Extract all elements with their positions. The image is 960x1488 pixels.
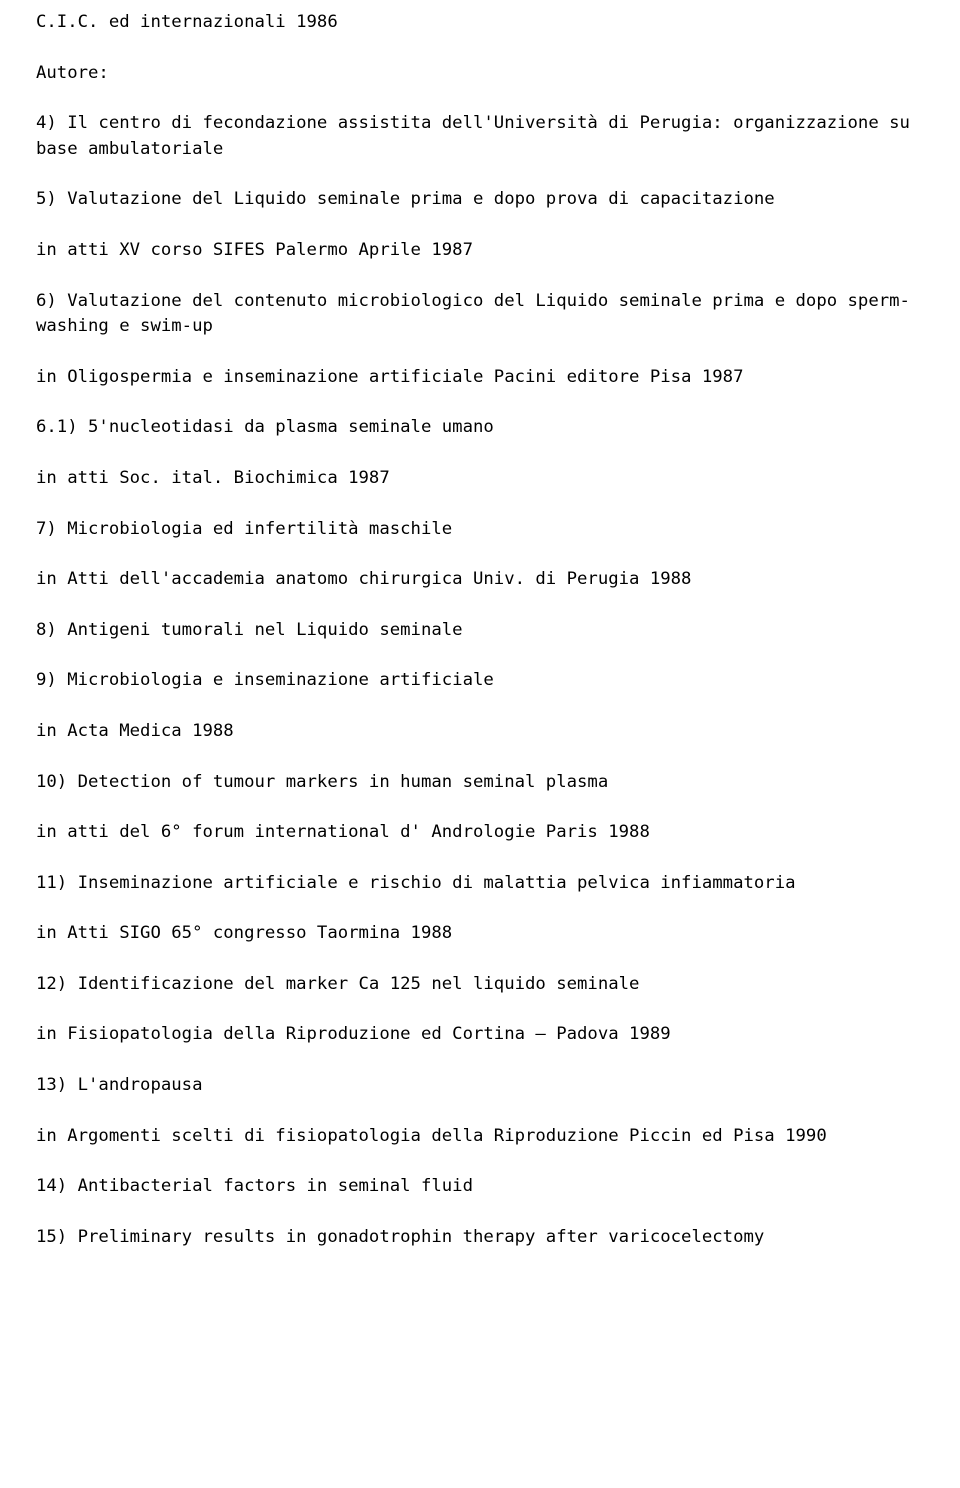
entry-7: 7) Microbiologia ed infertilità maschile	[36, 517, 924, 543]
entry-5: 5) Valutazione del Liquido seminale prim…	[36, 187, 924, 213]
entry-6-source: in Oligospermia e inseminazione artifici…	[36, 365, 924, 391]
entry-9-source: in Acta Medica 1988	[36, 719, 924, 745]
entry-13-source: in Argomenti scelti di fisiopatologia de…	[36, 1124, 924, 1150]
entry-12-source: in Fisiopatologia della Riproduzione ed …	[36, 1022, 924, 1048]
doc-header-line: C.I.C. ed internazionali 1986	[36, 10, 924, 36]
entry-11-source: in Atti SIGO 65° congresso Taormina 1988	[36, 921, 924, 947]
entry-11: 11) Inseminazione artificiale e rischio …	[36, 871, 924, 897]
entry-4: 4) Il centro di fecondazione assistita d…	[36, 111, 924, 162]
entry-6: 6) Valutazione del contenuto microbiolog…	[36, 289, 924, 340]
entry-15: 15) Preliminary results in gonadotrophin…	[36, 1225, 924, 1251]
entry-5-source: in atti XV corso SIFES Palermo Aprile 19…	[36, 238, 924, 264]
entry-6-1: 6.1) 5'nucleotidasi da plasma seminale u…	[36, 415, 924, 441]
entry-6-1-source: in atti Soc. ital. Biochimica 1987	[36, 466, 924, 492]
entry-8: 8) Antigeni tumorali nel Liquido seminal…	[36, 618, 924, 644]
entry-12: 12) Identificazione del marker Ca 125 ne…	[36, 972, 924, 998]
entry-14: 14) Antibacterial factors in seminal flu…	[36, 1174, 924, 1200]
entry-10-source: in atti del 6° forum international d' An…	[36, 820, 924, 846]
entry-7-source: in Atti dell'accademia anatomo chirurgic…	[36, 567, 924, 593]
entry-13: 13) L'andropausa	[36, 1073, 924, 1099]
author-label: Autore:	[36, 61, 924, 87]
entry-9: 9) Microbiologia e inseminazione artific…	[36, 668, 924, 694]
entry-10: 10) Detection of tumour markers in human…	[36, 770, 924, 796]
